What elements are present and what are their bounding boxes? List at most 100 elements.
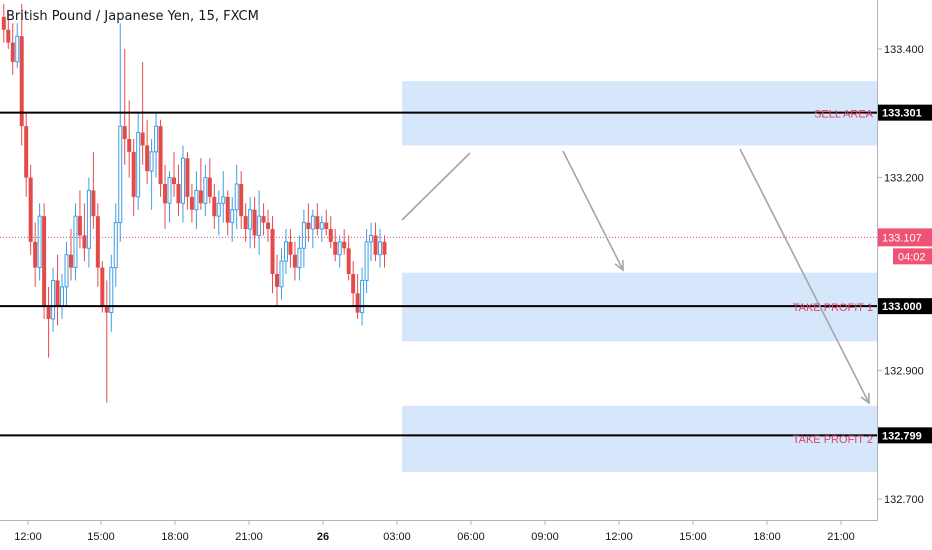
candle-body	[198, 190, 203, 204]
candle-body	[257, 215, 262, 236]
x-tick-label: 21:00	[827, 531, 855, 543]
candle-body	[77, 216, 82, 236]
candle-body	[270, 229, 275, 274]
candle-body	[171, 177, 176, 184]
x-tick-label: 18:00	[753, 531, 781, 543]
x-tick-label: 09:00	[531, 531, 559, 543]
x-tick-label: 12:00	[605, 531, 633, 543]
candle-body	[239, 184, 244, 217]
candle-body	[243, 216, 248, 229]
arrow-head	[860, 392, 870, 405]
candle-body	[189, 196, 194, 210]
candle-body	[95, 216, 100, 268]
candle-body	[19, 36, 24, 127]
candle-body	[292, 254, 297, 268]
candle-body	[234, 183, 239, 211]
candle-body	[37, 215, 42, 269]
candle-body	[216, 202, 221, 217]
level-label: 133.000	[882, 301, 922, 313]
candle-body	[342, 241, 347, 249]
candle-body	[225, 196, 230, 223]
candle-body	[333, 241, 338, 255]
level-label: 132.799	[882, 430, 922, 442]
candle-body	[301, 222, 306, 249]
candle-body	[145, 145, 150, 172]
x-axis-ticks: 12:00 15:00 18:00 21:00 26 03:00 06:00 09:00 12:…	[14, 520, 855, 543]
x-tick-label: 12:00	[14, 531, 42, 543]
zone-label: TAKE PROFIT 1	[793, 302, 873, 314]
candle-body	[337, 241, 342, 256]
candle-body	[64, 254, 69, 288]
candle-body	[136, 132, 141, 198]
arrow-line	[562, 150, 624, 271]
candle-body	[100, 267, 105, 307]
candles-layer	[1, 4, 387, 403]
y-tick-label: 133.200	[884, 173, 924, 185]
y-axis-ticks: 133.400 133.200 132.900 132.700	[877, 44, 924, 506]
candle-body	[185, 158, 190, 197]
candle-body	[346, 248, 351, 274]
candle-body	[315, 216, 320, 229]
candle-body	[230, 209, 235, 224]
candle-body	[60, 286, 65, 307]
candle-body	[261, 216, 266, 223]
level-label-box	[878, 298, 932, 315]
x-tick-label: 21:00	[235, 531, 263, 543]
candle-body	[203, 177, 208, 204]
candle-body	[68, 254, 73, 268]
countdown-value: 04:02	[898, 251, 926, 263]
candle-body	[355, 293, 360, 313]
level-label-box	[878, 104, 932, 121]
candle-body	[46, 306, 51, 319]
candle-body	[113, 222, 118, 269]
candle-body	[369, 234, 374, 243]
level-label-box	[878, 427, 932, 444]
candle-body	[154, 125, 159, 153]
candle-body	[310, 215, 315, 230]
candle-body	[6, 29, 11, 43]
zone-label: TAKE PROFIT 2	[793, 434, 873, 446]
candle-body	[42, 216, 47, 307]
candle-body	[109, 267, 114, 314]
candle-body	[328, 229, 333, 242]
candle-body	[15, 35, 20, 63]
candle-body	[279, 260, 284, 288]
candle-body	[122, 126, 127, 139]
x-tick-label: 15:00	[87, 531, 115, 543]
candle-body	[10, 42, 15, 62]
zone-labels-layer: SELL AREA TAKE PROFIT 1 TAKE PROFIT 2	[793, 108, 874, 446]
projection-arrows	[401, 148, 870, 405]
current-price-value: 133.107	[882, 232, 922, 244]
time-scale-background[interactable]	[0, 520, 932, 550]
candle-body	[288, 241, 293, 255]
candle-body	[51, 279, 56, 320]
candle-body	[127, 139, 132, 152]
candle-body	[140, 132, 145, 146]
x-tick-label: 18:00	[161, 531, 189, 543]
current-price-box	[878, 228, 932, 247]
candle-body	[180, 157, 185, 204]
candle-body	[24, 126, 29, 178]
candle-body	[351, 274, 356, 294]
candle-body	[194, 189, 199, 211]
candle-body	[275, 274, 280, 287]
levels-layer	[0, 111, 877, 437]
arrow-line	[401, 152, 471, 221]
y-tick-label: 132.900	[884, 365, 924, 377]
y-tick-label: 132.700	[884, 494, 924, 506]
candle-body	[176, 184, 181, 204]
current-price-label: 133.107 04:02	[878, 228, 932, 265]
y-tick-label: 133.400	[884, 44, 924, 56]
candle-body	[91, 190, 96, 217]
level-label: 133.301	[882, 108, 922, 120]
candle-body	[158, 126, 163, 184]
candle-body	[297, 247, 302, 269]
candle-body	[266, 222, 271, 229]
candle-body	[28, 177, 33, 242]
candle-body	[104, 306, 109, 313]
candle-body	[382, 241, 387, 255]
candle-body	[306, 222, 311, 229]
candle-body	[131, 151, 136, 197]
countdown-box	[893, 248, 932, 265]
